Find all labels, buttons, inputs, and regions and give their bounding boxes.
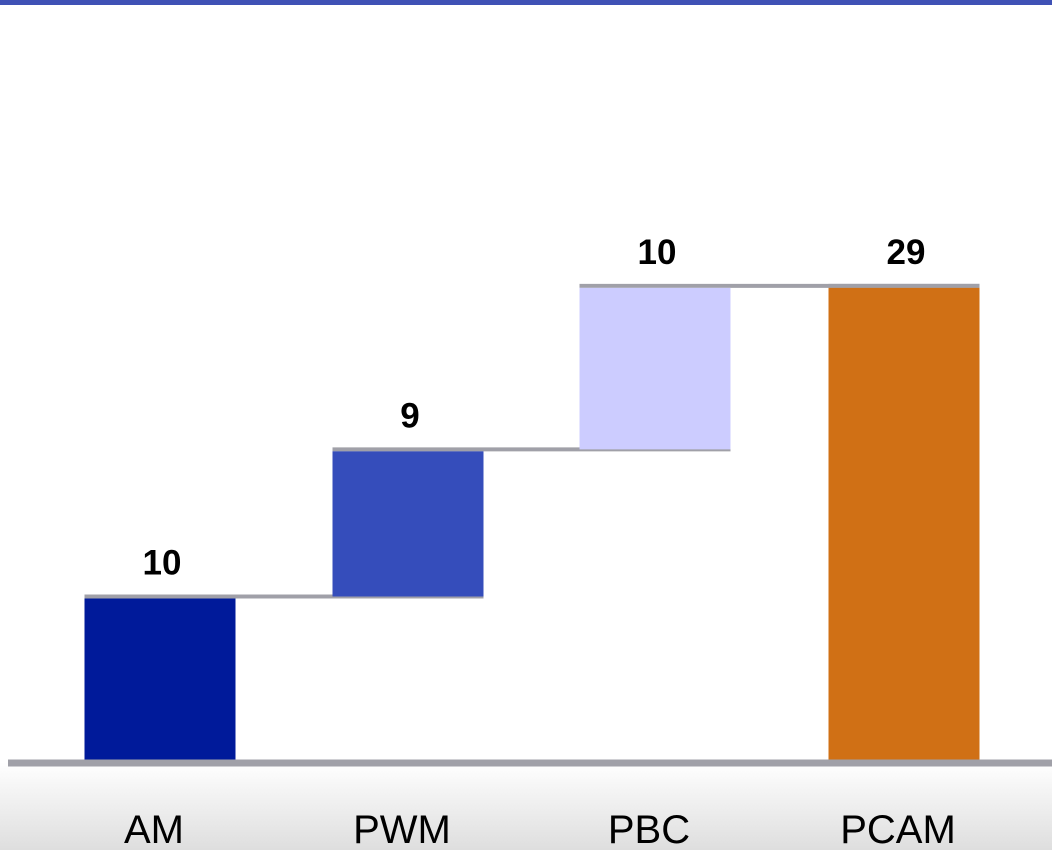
category-label: PCAM [840,808,956,850]
category-label: PBC [608,808,690,850]
bar-pbc [579,287,731,450]
category-axis-band [0,762,1052,850]
category-label: PWM [353,808,451,850]
data-label: 9 [400,396,419,435]
top-rule [0,0,1052,5]
data-label: 29 [887,233,926,272]
bar-pwm [332,451,484,597]
data-label: 10 [143,544,182,583]
category-label: AM [124,808,184,850]
data-label: 10 [638,233,677,272]
bar-pcam [828,287,980,760]
bar-am [84,598,236,760]
